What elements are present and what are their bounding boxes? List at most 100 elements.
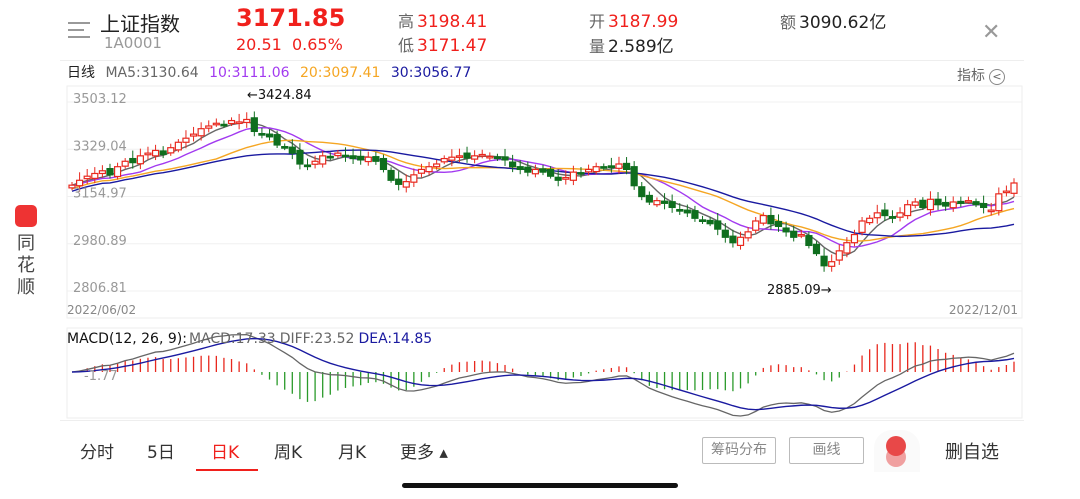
candle (334, 152, 342, 157)
open-stat: 开 3187.99 (589, 8, 678, 32)
y-tick-label: 3154.97 (73, 187, 127, 202)
volume-stat: 量 2.589亿 (589, 32, 674, 57)
candle (919, 199, 927, 209)
diff-value: DIFF:23.52 (280, 331, 355, 347)
candle (942, 201, 950, 207)
candle (516, 166, 524, 171)
candle (881, 209, 889, 217)
candle (995, 193, 1003, 212)
brand-char: 同 (17, 233, 35, 254)
candle (341, 154, 350, 158)
candle (987, 209, 995, 213)
kline-chart[interactable]: 3503.12 3329.04 3154.97 2980.89 2806.81 2022… (0, 0, 1080, 430)
candle (440, 157, 448, 163)
candle (949, 201, 957, 209)
candle (91, 172, 99, 179)
candle (364, 156, 372, 163)
y-tick-label: 2980.89 (73, 234, 127, 249)
candle (828, 261, 836, 267)
home-indicator[interactable] (402, 483, 678, 488)
open-label: 开 (589, 12, 606, 31)
indicator-button[interactable]: 指标 < (957, 65, 1005, 85)
close-icon[interactable]: ✕ (982, 20, 1001, 45)
candle (562, 176, 570, 180)
dea-line (71, 337, 1015, 411)
dea-value: DEA:14.85 (358, 331, 432, 347)
candle (736, 236, 745, 247)
candle (486, 155, 494, 159)
menu-icon[interactable] (68, 22, 90, 40)
chip-distribution-button[interactable]: 筹码分布 (702, 437, 776, 464)
ma-legend: 日线 MA5:3130.64 10:3111.06 20:3097.41 30:… (67, 62, 477, 82)
candle (622, 162, 631, 171)
candle (934, 198, 942, 206)
candle (706, 219, 714, 225)
candle (167, 147, 175, 154)
tab-monthly[interactable]: 月K (338, 443, 367, 463)
ma30-value: 30:3056.77 (390, 65, 472, 81)
change-value: 20.51 (236, 35, 282, 54)
candle (501, 156, 509, 161)
candle (129, 157, 137, 164)
candle (433, 163, 441, 168)
candle (524, 166, 532, 173)
candle (888, 216, 897, 219)
candle (866, 217, 874, 224)
candle (1010, 182, 1018, 194)
amount-stat: 额 3090.62亿 (780, 8, 886, 33)
tab-5day[interactable]: 5日 (147, 443, 175, 463)
brand-char: 花 (17, 255, 35, 276)
active-tab-underline (196, 469, 258, 471)
candle (531, 168, 540, 175)
candle (835, 250, 843, 261)
brand-sidebar[interactable]: 同 花 顺 (13, 205, 39, 299)
record-icon (886, 436, 906, 456)
candle (653, 200, 661, 206)
current-price: 3171.85 (236, 4, 346, 32)
candle (425, 166, 433, 173)
candle (911, 201, 919, 206)
divider (60, 420, 1024, 421)
candle (850, 233, 859, 244)
ma30-line (71, 149, 1015, 238)
candle (797, 233, 805, 237)
candle (858, 220, 866, 233)
candle (357, 155, 365, 161)
tab-weekly[interactable]: 周K (274, 443, 303, 463)
y-tick-label: 3503.12 (73, 92, 127, 107)
candle (471, 155, 479, 160)
ma20-line (71, 139, 1015, 242)
candle (904, 204, 912, 217)
brand-char: 顺 (17, 277, 35, 298)
remove-watchlist-button[interactable]: 删自选 (945, 442, 999, 463)
candle (592, 166, 600, 173)
candle (615, 163, 623, 169)
y-tick-label: 3329.04 (73, 139, 127, 154)
candle (546, 168, 555, 177)
x-start-label: 2022/06/02 (67, 303, 136, 317)
price-change: 20.51 0.65% (236, 35, 343, 54)
candle (395, 178, 403, 185)
candle (281, 146, 289, 149)
candle (106, 168, 114, 176)
volume-value: 2.589亿 (608, 37, 674, 57)
candle (721, 229, 729, 238)
macd-value: MACD:17.33 (189, 331, 276, 347)
candle (288, 146, 296, 154)
candle (774, 220, 783, 228)
tab-intraday[interactable]: 分时 (80, 443, 114, 463)
candle (463, 152, 471, 159)
candle (212, 122, 220, 126)
candle (182, 137, 190, 143)
tab-daily[interactable]: 日K (211, 443, 240, 463)
candle (417, 168, 426, 174)
high-stat: 高 3198.41 (398, 8, 487, 32)
open-value: 3187.99 (608, 12, 679, 32)
tab-more[interactable]: 更多 ▴ (400, 443, 448, 463)
diff-line (71, 333, 1015, 417)
candle (980, 203, 988, 209)
draw-line-button[interactable]: 画线 (789, 437, 864, 464)
candle (493, 156, 502, 160)
candle (630, 166, 638, 187)
period-label: 日线 (67, 65, 95, 81)
